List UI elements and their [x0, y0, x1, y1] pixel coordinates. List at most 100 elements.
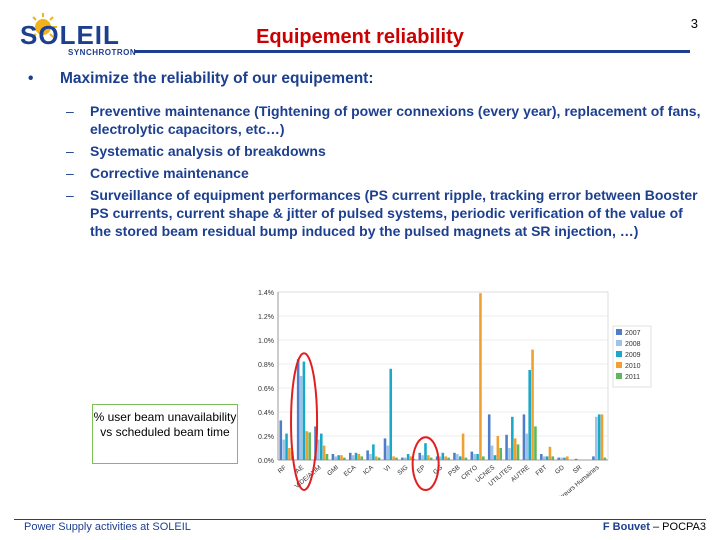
bar — [337, 455, 340, 460]
bar — [369, 454, 372, 460]
sub-bullet-text: Systematic analysis of breakdowns — [90, 143, 326, 159]
bar — [496, 436, 500, 460]
sub-bullet-dash: – — [66, 143, 74, 159]
bar — [383, 438, 387, 460]
bar — [470, 451, 474, 460]
footer-credit: F Bouvet – POCPA3 — [603, 521, 706, 533]
legend-label: 2010 — [625, 363, 641, 370]
bar — [386, 445, 390, 460]
bar — [528, 370, 531, 460]
bar — [476, 454, 479, 460]
bar — [548, 446, 552, 460]
x-tick-label: GMI — [326, 464, 340, 477]
bar — [540, 454, 543, 460]
x-tick-label: AE — [294, 464, 306, 475]
footer-author: F Bouvet — [602, 521, 650, 533]
bar — [566, 456, 569, 460]
bar — [389, 368, 393, 460]
sub-bullet-dash: – — [66, 187, 74, 203]
bar — [499, 448, 502, 460]
bar — [560, 457, 563, 460]
bar — [513, 438, 517, 460]
bar — [331, 454, 335, 460]
sub-bullet-list: – Preventive maintenance (Tightening of … — [66, 102, 706, 244]
bar — [322, 445, 326, 460]
bar — [296, 359, 300, 460]
sub-bullet-text: Surveillance of equipment performances (… — [90, 187, 698, 239]
sub-bullet: – Surveillance of equipment performances… — [66, 186, 706, 240]
logo-subtitle: SYNCHROTRON — [68, 48, 137, 57]
bar — [403, 457, 407, 460]
bar — [534, 426, 537, 460]
bar — [279, 420, 283, 460]
legend-label: 2008 — [625, 341, 641, 348]
footer-event: – POCPA3 — [649, 521, 706, 533]
bar — [482, 456, 485, 460]
y-tick-label: 1.2% — [258, 314, 274, 321]
bar — [325, 454, 329, 460]
sub-bullet-text: Preventive maintenance (Tightening of po… — [90, 103, 701, 137]
footer-title: Power Supply activities at SOLEIL — [24, 521, 191, 533]
bar — [435, 456, 439, 460]
bar — [473, 454, 476, 460]
soleil-logo: SOLEIL SYNCHROTRON — [14, 8, 144, 60]
bar — [406, 454, 410, 460]
sub-bullet: – Preventive maintenance (Tightening of … — [66, 102, 706, 138]
x-tick-label: ICA — [362, 464, 375, 477]
bar — [511, 416, 514, 460]
bar — [288, 448, 291, 460]
bar — [551, 456, 555, 460]
bar — [545, 456, 549, 460]
y-tick-label: 1.4% — [258, 290, 274, 297]
sub-bullet-dash: – — [66, 165, 74, 181]
x-tick-label: ECA — [343, 464, 358, 478]
x-tick-label: RF — [277, 464, 288, 475]
bar — [441, 452, 445, 460]
bar — [522, 414, 526, 460]
bar — [424, 443, 427, 460]
bar — [418, 452, 422, 460]
plot-area — [277, 291, 609, 461]
bar — [348, 452, 352, 460]
legend-label: 2009 — [625, 352, 641, 359]
bar — [595, 416, 598, 460]
page-number: 3 — [690, 16, 698, 31]
logo-word: SOLEIL — [20, 20, 120, 50]
bar — [372, 444, 375, 460]
bar — [563, 457, 566, 460]
x-tick-label: AUTRE — [510, 464, 532, 484]
legend-swatch — [616, 362, 622, 368]
sun-icon — [29, 13, 57, 41]
bar — [458, 456, 462, 460]
legend-swatch — [616, 329, 622, 335]
highlight-ellipse — [290, 352, 319, 492]
bar — [461, 433, 465, 460]
bar — [574, 458, 578, 460]
bar — [438, 456, 442, 460]
y-tick-label: 0.0% — [258, 458, 274, 465]
bar — [542, 456, 546, 460]
x-tick-label: VI — [383, 464, 392, 473]
sub-bullet-dash: – — [66, 103, 74, 119]
legend-swatch — [616, 340, 622, 346]
x-tick-label: SIG — [396, 464, 409, 477]
highlight-ellipse — [411, 436, 440, 492]
x-tick-label: SR — [572, 464, 584, 475]
bar — [525, 433, 529, 460]
bar — [319, 433, 323, 460]
bar — [409, 456, 413, 460]
bar — [487, 414, 491, 460]
bar — [603, 457, 607, 460]
bar — [427, 455, 430, 460]
bar — [308, 432, 311, 460]
bar — [456, 454, 459, 460]
x-tick-label: FBT — [535, 464, 549, 477]
bar — [374, 456, 378, 460]
bar — [317, 439, 320, 460]
bar — [285, 433, 288, 460]
bar — [479, 293, 482, 460]
bar — [305, 431, 309, 460]
bar — [464, 457, 468, 460]
bar — [447, 457, 450, 460]
bar — [412, 458, 416, 460]
